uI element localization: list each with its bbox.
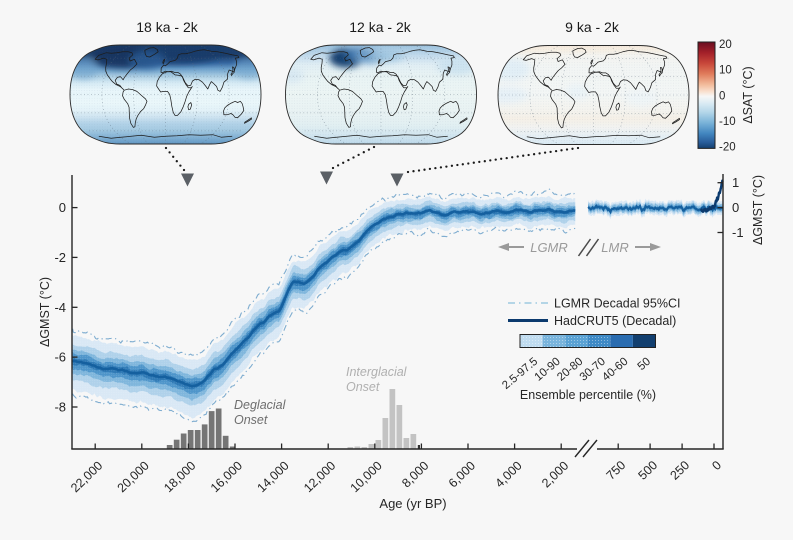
svg-text:Age (yr BP): Age (yr BP) <box>379 496 446 511</box>
svg-text:-10: -10 <box>719 116 736 128</box>
svg-text:LGMR Decadal 95%CI: LGMR Decadal 95%CI <box>554 297 680 311</box>
svg-text:1: 1 <box>732 175 739 190</box>
svg-text:ΔSAT (°C): ΔSAT (°C) <box>741 66 755 123</box>
svg-text:Deglacial: Deglacial <box>234 398 287 412</box>
svg-text:LMR: LMR <box>601 240 628 255</box>
svg-text:Onset: Onset <box>346 380 380 394</box>
svg-text:12 ka - 2k: 12 ka - 2k <box>349 19 411 35</box>
svg-text:10: 10 <box>719 65 732 77</box>
svg-text:Interglacial: Interglacial <box>346 365 408 379</box>
svg-text:0: 0 <box>59 200 66 215</box>
svg-text:ΔGMST (°C): ΔGMST (°C) <box>751 175 765 245</box>
svg-text:LGMR: LGMR <box>530 240 568 255</box>
svg-text:ΔGMST (°C): ΔGMST (°C) <box>38 277 52 347</box>
svg-text:HadCRUT5 (Decadal): HadCRUT5 (Decadal) <box>554 314 676 328</box>
svg-text:-20: -20 <box>719 142 736 154</box>
svg-text:-6: -6 <box>54 350 66 365</box>
svg-text:Ensemble percentile (%): Ensemble percentile (%) <box>520 388 656 402</box>
svg-text:-1: -1 <box>732 225 744 240</box>
svg-text:9 ka - 2k: 9 ka - 2k <box>565 19 620 35</box>
svg-text:18 ka - 2k: 18 ka - 2k <box>136 19 198 35</box>
svg-text:0: 0 <box>719 90 725 102</box>
svg-text:-2: -2 <box>54 250 66 265</box>
svg-text:20: 20 <box>719 39 732 51</box>
svg-text:0: 0 <box>732 200 739 215</box>
svg-text:-8: -8 <box>54 400 66 415</box>
svg-text:-4: -4 <box>54 300 66 315</box>
svg-text:Onset: Onset <box>234 413 268 427</box>
